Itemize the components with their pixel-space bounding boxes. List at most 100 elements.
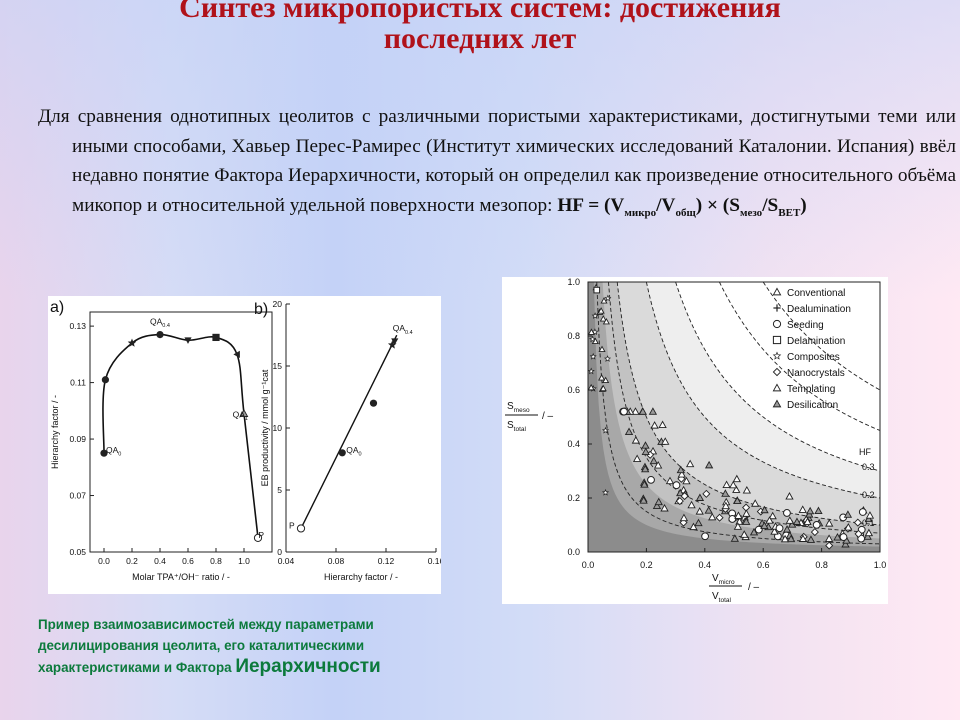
chart-c-point — [742, 485, 752, 494]
formula-sub-meso: мезо — [739, 206, 763, 219]
chart-b-fit-line — [300, 334, 398, 529]
chart-a-annotation: QA1 — [233, 410, 248, 423]
chart-c-point — [841, 539, 850, 548]
formula-part: /V — [656, 194, 676, 216]
chart-c-xtick-label: 1.0 — [874, 560, 887, 570]
chart-c-point — [653, 461, 663, 469]
chart-c-point — [765, 516, 774, 524]
slide-title: Синтез микропористых систем: достижения … — [0, 0, 960, 54]
chart-c-legend-label: Composites — [787, 352, 840, 363]
chart-a-xtick-label: 0.0 — [98, 556, 110, 566]
chart-c-hf-label: HF — [859, 447, 871, 457]
figure-caption: Пример взаимозависимостей между параметр… — [38, 614, 468, 678]
chart-a-point — [212, 333, 220, 342]
chart-c-contour — [762, 282, 880, 391]
chart-c-point — [858, 508, 867, 516]
chart-c-xtick-label: 0.6 — [757, 560, 770, 570]
chart-c-point — [814, 506, 823, 515]
paragraph-text: Для сравнения однотипных цеолитов с разл… — [38, 106, 956, 216]
chart-c: 0.0 0.2 0.4 0.6 0.8 1.0 0.0 0.2 0.4 0.6 0.8 1.0 HF 0.… — [505, 277, 887, 604]
chart-c-point — [721, 489, 730, 497]
chart-b-point — [296, 524, 306, 533]
formula-part: ) — [800, 194, 807, 216]
chart-c-legend-label: Nanocrystals — [787, 368, 845, 379]
chart-c-point — [640, 480, 649, 488]
chart-c-point — [695, 507, 704, 515]
chart-a-frame — [89, 311, 273, 553]
chart-hf-map: 0.0 0.2 0.4 0.6 0.8 1.0 0.0 0.2 0.4 0.6 0.8 1.0 HF 0.… — [505, 277, 887, 604]
chart-c-point — [732, 474, 741, 483]
chart-c-point — [742, 517, 751, 525]
chart-c-xlabel-den: Vtotal — [712, 591, 732, 604]
chart-a-point — [239, 409, 249, 417]
chart-c-legend-label: Seeding — [787, 320, 824, 331]
chart-c-point — [782, 525, 792, 533]
chart-c-point — [760, 521, 769, 529]
chart-c-point — [715, 513, 724, 522]
chart-b-point — [391, 338, 399, 345]
chart-c-point — [844, 523, 853, 531]
chart-c-point — [597, 307, 605, 314]
chart-c-point — [650, 421, 659, 429]
chart-c-point — [863, 532, 872, 540]
chart-c-point — [798, 534, 808, 542]
chart-c-point — [708, 512, 717, 521]
chart-b-ylabel: EB productivity / mmol g⁻¹cat — [260, 369, 270, 486]
chart-c-legend-label: Delamination — [787, 336, 845, 347]
chart-c-point — [602, 317, 610, 325]
chart-c-legend-symbol — [773, 304, 781, 312]
chart-c-band-0.1 — [588, 282, 880, 552]
figure-panel-right: 0.0 0.2 0.4 0.6 0.8 1.0 0.0 0.2 0.4 0.6 0.8 1.0 HF 0.… — [502, 277, 888, 604]
chart-c-contour — [607, 282, 880, 534]
chart-c-point — [639, 496, 648, 504]
chart-b-ytick-label: 20 — [273, 299, 283, 309]
chart-a-series-line — [102, 333, 259, 538]
chart-c-contour — [645, 282, 880, 499]
chart-c-point — [733, 496, 742, 505]
chart-b-ytick-label: 0 — [277, 547, 282, 557]
chart-a-xtick-label: 0.4 — [154, 556, 166, 566]
chart-b-panel-label: b) — [254, 301, 268, 318]
chart-c-point — [729, 480, 738, 489]
chart-c-point — [728, 515, 737, 523]
chart-c-xlabel-num: Vmicro — [712, 573, 735, 586]
chart-c-point — [749, 527, 759, 536]
chart-a-annotation: P — [258, 530, 264, 540]
chart-c-point — [687, 500, 696, 509]
chart-c-point — [798, 505, 807, 513]
chart-c-point — [638, 407, 647, 415]
chart-b-annotation: QA0.4 — [393, 323, 413, 336]
chart-c-point — [722, 480, 731, 488]
chart-a-panel-label: a) — [50, 299, 64, 316]
chart-b-xtick-label: 0.04 — [278, 556, 295, 566]
chart-c-point — [632, 454, 642, 462]
chart-b-ytick-label: 10 — [273, 423, 283, 433]
chart-c-point — [677, 469, 686, 478]
chart-c-ytick-label: 0.0 — [567, 547, 580, 557]
chart-c-point — [786, 534, 796, 543]
chart-c-hf-value: 0.2 — [862, 490, 875, 500]
chart-c-contour — [718, 282, 880, 431]
chart-c-point — [588, 328, 595, 335]
chart-c-point — [601, 426, 610, 434]
chart-c-point — [676, 465, 685, 474]
formula-part: HF = (V — [557, 194, 625, 216]
chart-c-point — [754, 525, 763, 534]
chart-c-contour — [675, 282, 880, 472]
chart-c-point — [648, 407, 658, 415]
chart-c-point — [805, 506, 815, 515]
chart-c-point — [598, 374, 606, 381]
chart-c-point — [853, 518, 862, 527]
chart-c-ylabel-den: Stotal — [507, 420, 527, 433]
chart-c-point — [672, 481, 681, 490]
chart-a-ytick-label: 0.05 — [69, 547, 86, 557]
chart-c-point — [675, 497, 684, 506]
chart-c-point — [654, 497, 663, 506]
chart-c-point — [599, 384, 607, 392]
chart-c-point — [624, 427, 634, 435]
chart-c-point — [588, 367, 595, 375]
chart-c-hf-value: 0.3 — [862, 462, 875, 472]
chart-c-ytick-label: 0.4 — [567, 439, 580, 449]
chart-c-xtick-label: 0.0 — [582, 560, 595, 570]
chart-b-point — [369, 399, 378, 407]
